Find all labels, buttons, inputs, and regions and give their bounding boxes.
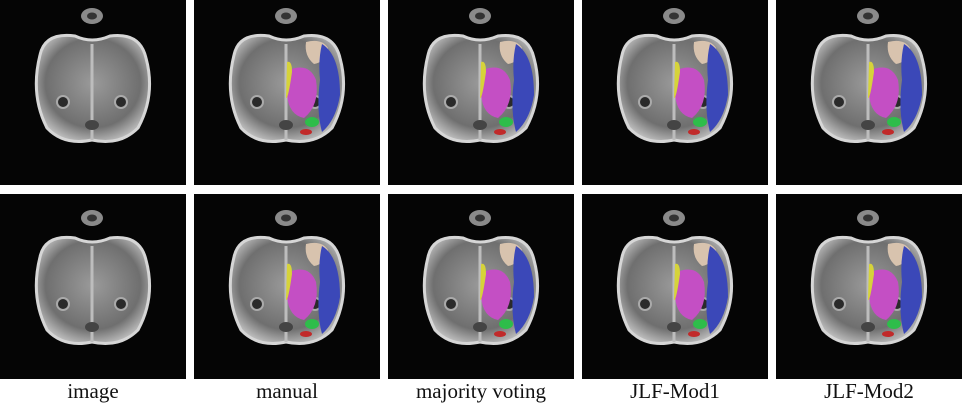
- caption: manual: [256, 379, 318, 403]
- mri-panel: [388, 194, 574, 379]
- caption: majority voting: [416, 379, 547, 403]
- mri-panel: [0, 194, 186, 379]
- mri-panel: [194, 194, 380, 379]
- mri-panel: [388, 0, 574, 185]
- caption: image: [67, 379, 118, 403]
- mri-panel: [582, 194, 768, 379]
- mri-panel: [776, 0, 962, 185]
- mri-panel: [776, 194, 962, 379]
- caption: JLF-Mod1: [630, 379, 720, 403]
- mri-panel: [582, 0, 768, 185]
- caption: JLF-Mod2: [824, 379, 914, 403]
- mri-panel: [0, 0, 186, 185]
- mri-panel: [194, 0, 380, 185]
